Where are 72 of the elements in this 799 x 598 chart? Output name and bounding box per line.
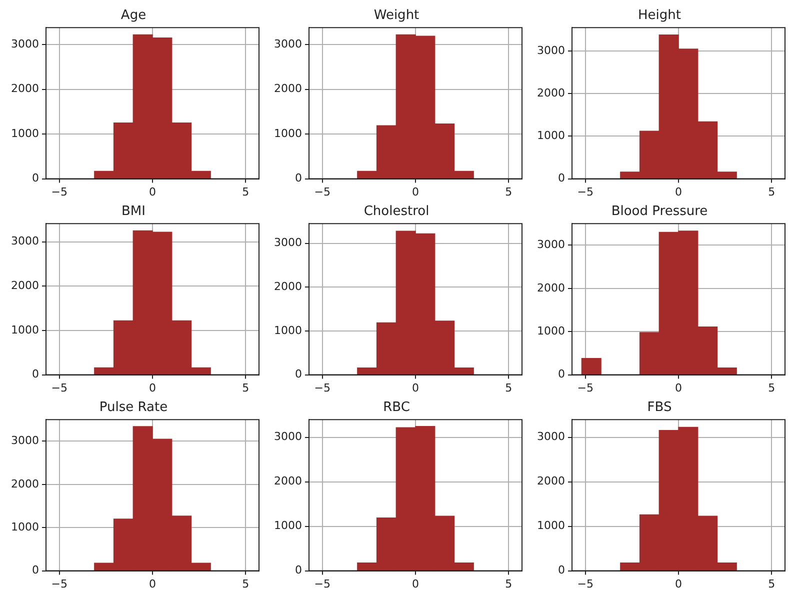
chart-title: RBC: [383, 400, 410, 416]
chart-title: FBS: [647, 400, 672, 416]
x-tick-label: 0: [412, 185, 419, 198]
x-tick-label: 0: [412, 381, 419, 394]
y-tick-label: 0: [32, 368, 39, 381]
y-tick-label: 3000: [10, 37, 39, 50]
x-tick-label: −5: [577, 185, 594, 198]
y-tick-label: 2000: [536, 474, 565, 488]
x-tick-label: 5: [768, 577, 776, 590]
x-tick-label: −5: [51, 185, 68, 198]
chart-title: Weight: [374, 8, 420, 24]
y-tick-label: 2000: [274, 474, 302, 488]
y-tick-label: 0: [558, 564, 565, 577]
x-tick-label: −5: [314, 381, 331, 394]
x-tick-label: 0: [674, 185, 682, 198]
y-tick-label: 0: [294, 564, 302, 577]
y-tick-label: 2000: [10, 278, 39, 292]
y-tick-label: 1000: [536, 324, 565, 338]
x-tick-label: 5: [505, 381, 512, 394]
y-tick-label: 3000: [10, 234, 39, 248]
y-tick-label: 0: [294, 368, 302, 381]
y-tick-label: 0: [32, 564, 39, 577]
y-tick-label: 2000: [10, 82, 39, 96]
y-tick-label: 1000: [274, 126, 302, 140]
y-tick-label: 2000: [274, 280, 302, 294]
chart-title: Cholestrol: [364, 204, 430, 220]
x-tick-label: 5: [768, 381, 776, 394]
y-tick-label: 1000: [10, 323, 39, 336]
x-tick-label: 5: [242, 381, 250, 394]
x-tick-label: 5: [242, 185, 250, 198]
x-tick-label: −5: [577, 577, 594, 590]
x-tick-label: −5: [51, 381, 68, 394]
x-tick-label: −5: [51, 577, 68, 590]
y-tick-label: 1000: [274, 519, 302, 532]
x-tick-label: −5: [314, 185, 331, 198]
x-tick-label: 0: [412, 577, 419, 590]
y-tick-label: 3000: [536, 44, 565, 57]
y-tick-label: 1000: [10, 520, 39, 534]
x-tick-label: 0: [148, 577, 156, 590]
x-tick-label: 0: [674, 577, 682, 590]
y-tick-label: 2000: [274, 82, 302, 96]
y-tick-label: 0: [32, 172, 39, 185]
x-tick-label: 5: [768, 185, 776, 198]
y-tick-label: 1000: [274, 324, 302, 337]
chart-title: BMI: [122, 204, 146, 220]
y-tick-label: 2000: [536, 86, 565, 100]
y-tick-label: 3000: [274, 37, 302, 50]
y-tick-label: 3000: [10, 434, 39, 448]
y-tick-label: 3000: [274, 430, 302, 444]
y-tick-label: 0: [558, 368, 565, 381]
y-tick-label: 1000: [536, 129, 565, 142]
x-tick-label: 5: [505, 185, 512, 198]
y-tick-label: 2000: [10, 477, 39, 490]
y-tick-label: 3000: [274, 236, 302, 250]
chart-title: Age: [120, 8, 146, 24]
y-tick-label: 1000: [10, 126, 39, 140]
chart-title: Pulse Rate: [99, 400, 168, 416]
x-tick-label: −5: [314, 577, 331, 590]
chart-title: Height: [638, 8, 681, 24]
x-tick-label: 0: [148, 185, 156, 198]
y-tick-label: 3000: [536, 430, 565, 444]
y-tick-label: 3000: [536, 238, 565, 252]
y-tick-label: 0: [558, 172, 565, 185]
x-tick-label: 5: [242, 577, 250, 590]
y-tick-label: 2000: [536, 281, 565, 294]
x-tick-label: 0: [148, 381, 156, 394]
chart-title: Blood Pressure: [611, 204, 708, 220]
y-tick-label: 1000: [536, 519, 565, 532]
x-tick-label: −5: [577, 381, 594, 394]
x-tick-label: 5: [505, 577, 512, 590]
y-tick-label: 0: [294, 172, 302, 185]
x-tick-label: 0: [674, 381, 682, 394]
